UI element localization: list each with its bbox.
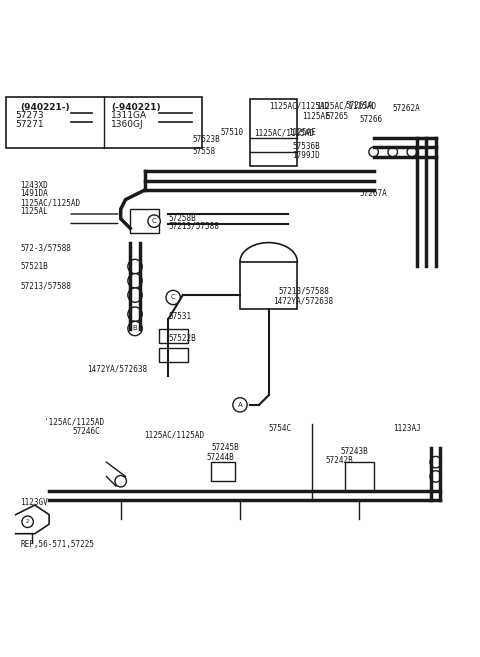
Text: 1360GJ: 1360GJ xyxy=(111,120,144,129)
Circle shape xyxy=(128,307,142,321)
Bar xyxy=(159,348,188,362)
Text: 57262A: 57262A xyxy=(393,104,420,114)
Circle shape xyxy=(430,457,442,468)
Text: 2: 2 xyxy=(26,519,29,524)
Text: 1125AE: 1125AE xyxy=(288,128,315,137)
Text: 1125AC/1125AD: 1125AC/1125AD xyxy=(316,101,376,110)
Text: 57243B: 57243B xyxy=(340,447,368,456)
Text: 57245B: 57245B xyxy=(211,443,239,452)
Bar xyxy=(130,209,159,233)
Circle shape xyxy=(22,516,34,528)
Text: 57271: 57271 xyxy=(16,120,44,129)
Text: B: B xyxy=(132,325,137,332)
Text: 1472YA/572638: 1472YA/572638 xyxy=(87,365,147,374)
Text: 1123GV: 1123GV xyxy=(21,498,48,507)
Text: 57213/57588: 57213/57588 xyxy=(278,286,329,296)
Text: 57521B: 57521B xyxy=(21,262,48,271)
Text: 1125AC/1125AD: 1125AC/1125AD xyxy=(144,430,204,440)
Text: (-940221): (-940221) xyxy=(111,103,161,112)
Circle shape xyxy=(128,273,142,288)
Text: 57244B: 57244B xyxy=(206,453,234,462)
Circle shape xyxy=(407,147,417,157)
Text: 1125AC/1125AD: 1125AC/1125AD xyxy=(254,128,314,137)
Circle shape xyxy=(148,215,160,227)
Text: 1125AE: 1125AE xyxy=(302,112,330,121)
Circle shape xyxy=(388,147,397,157)
Circle shape xyxy=(128,321,142,336)
Bar xyxy=(211,462,235,481)
Text: 57273: 57273 xyxy=(16,112,44,120)
Text: 57267A: 57267A xyxy=(360,189,387,198)
Circle shape xyxy=(128,288,142,302)
Text: 57242B: 57242B xyxy=(326,456,354,464)
Text: 57265: 57265 xyxy=(326,112,349,121)
Text: 57246C: 57246C xyxy=(73,426,101,436)
Text: 57536B: 57536B xyxy=(292,142,320,150)
Circle shape xyxy=(430,470,442,482)
Text: 1125AL: 1125AL xyxy=(21,207,48,216)
Text: 1491DA: 1491DA xyxy=(21,189,48,198)
Text: 57261A: 57261A xyxy=(345,101,373,110)
Text: 57522B: 57522B xyxy=(168,334,196,344)
Text: 57531: 57531 xyxy=(168,312,192,321)
Circle shape xyxy=(166,290,180,305)
Text: REF,56-571,57225: REF,56-571,57225 xyxy=(21,539,95,549)
Text: 5754C: 5754C xyxy=(269,424,292,433)
Text: 57510: 57510 xyxy=(221,128,244,137)
Bar xyxy=(240,261,297,309)
Circle shape xyxy=(128,260,142,273)
Text: 57266: 57266 xyxy=(360,115,383,124)
Text: 57558: 57558 xyxy=(192,147,216,156)
Text: '125AC/1125AD: '125AC/1125AD xyxy=(44,417,105,426)
Text: 1472YA/572638: 1472YA/572638 xyxy=(274,296,334,306)
Text: 1311GA: 1311GA xyxy=(111,112,147,120)
Circle shape xyxy=(233,397,247,412)
Text: C: C xyxy=(171,294,176,300)
Text: 1243XD: 1243XD xyxy=(21,181,48,190)
Text: 57213/57588: 57213/57588 xyxy=(21,281,72,290)
Text: 1799JD: 1799JD xyxy=(292,151,320,160)
Text: 1125AC/1125AD: 1125AC/1125AD xyxy=(269,101,329,110)
Text: 1123AJ: 1123AJ xyxy=(393,424,420,433)
Text: 57523B: 57523B xyxy=(192,135,220,145)
FancyBboxPatch shape xyxy=(6,97,202,148)
Text: 1125AC/1125AD: 1125AC/1125AD xyxy=(21,198,81,208)
Circle shape xyxy=(115,476,126,487)
Text: A: A xyxy=(238,402,242,408)
Text: C: C xyxy=(152,218,156,224)
Text: 57258B: 57258B xyxy=(168,214,196,223)
Bar xyxy=(345,462,373,491)
Circle shape xyxy=(369,147,378,157)
Bar xyxy=(250,99,297,166)
Text: (940221-): (940221-) xyxy=(21,103,70,112)
Bar xyxy=(159,328,188,343)
Text: 57213/57588: 57213/57588 xyxy=(168,222,219,231)
Text: 572-3/57588: 572-3/57588 xyxy=(21,244,72,253)
